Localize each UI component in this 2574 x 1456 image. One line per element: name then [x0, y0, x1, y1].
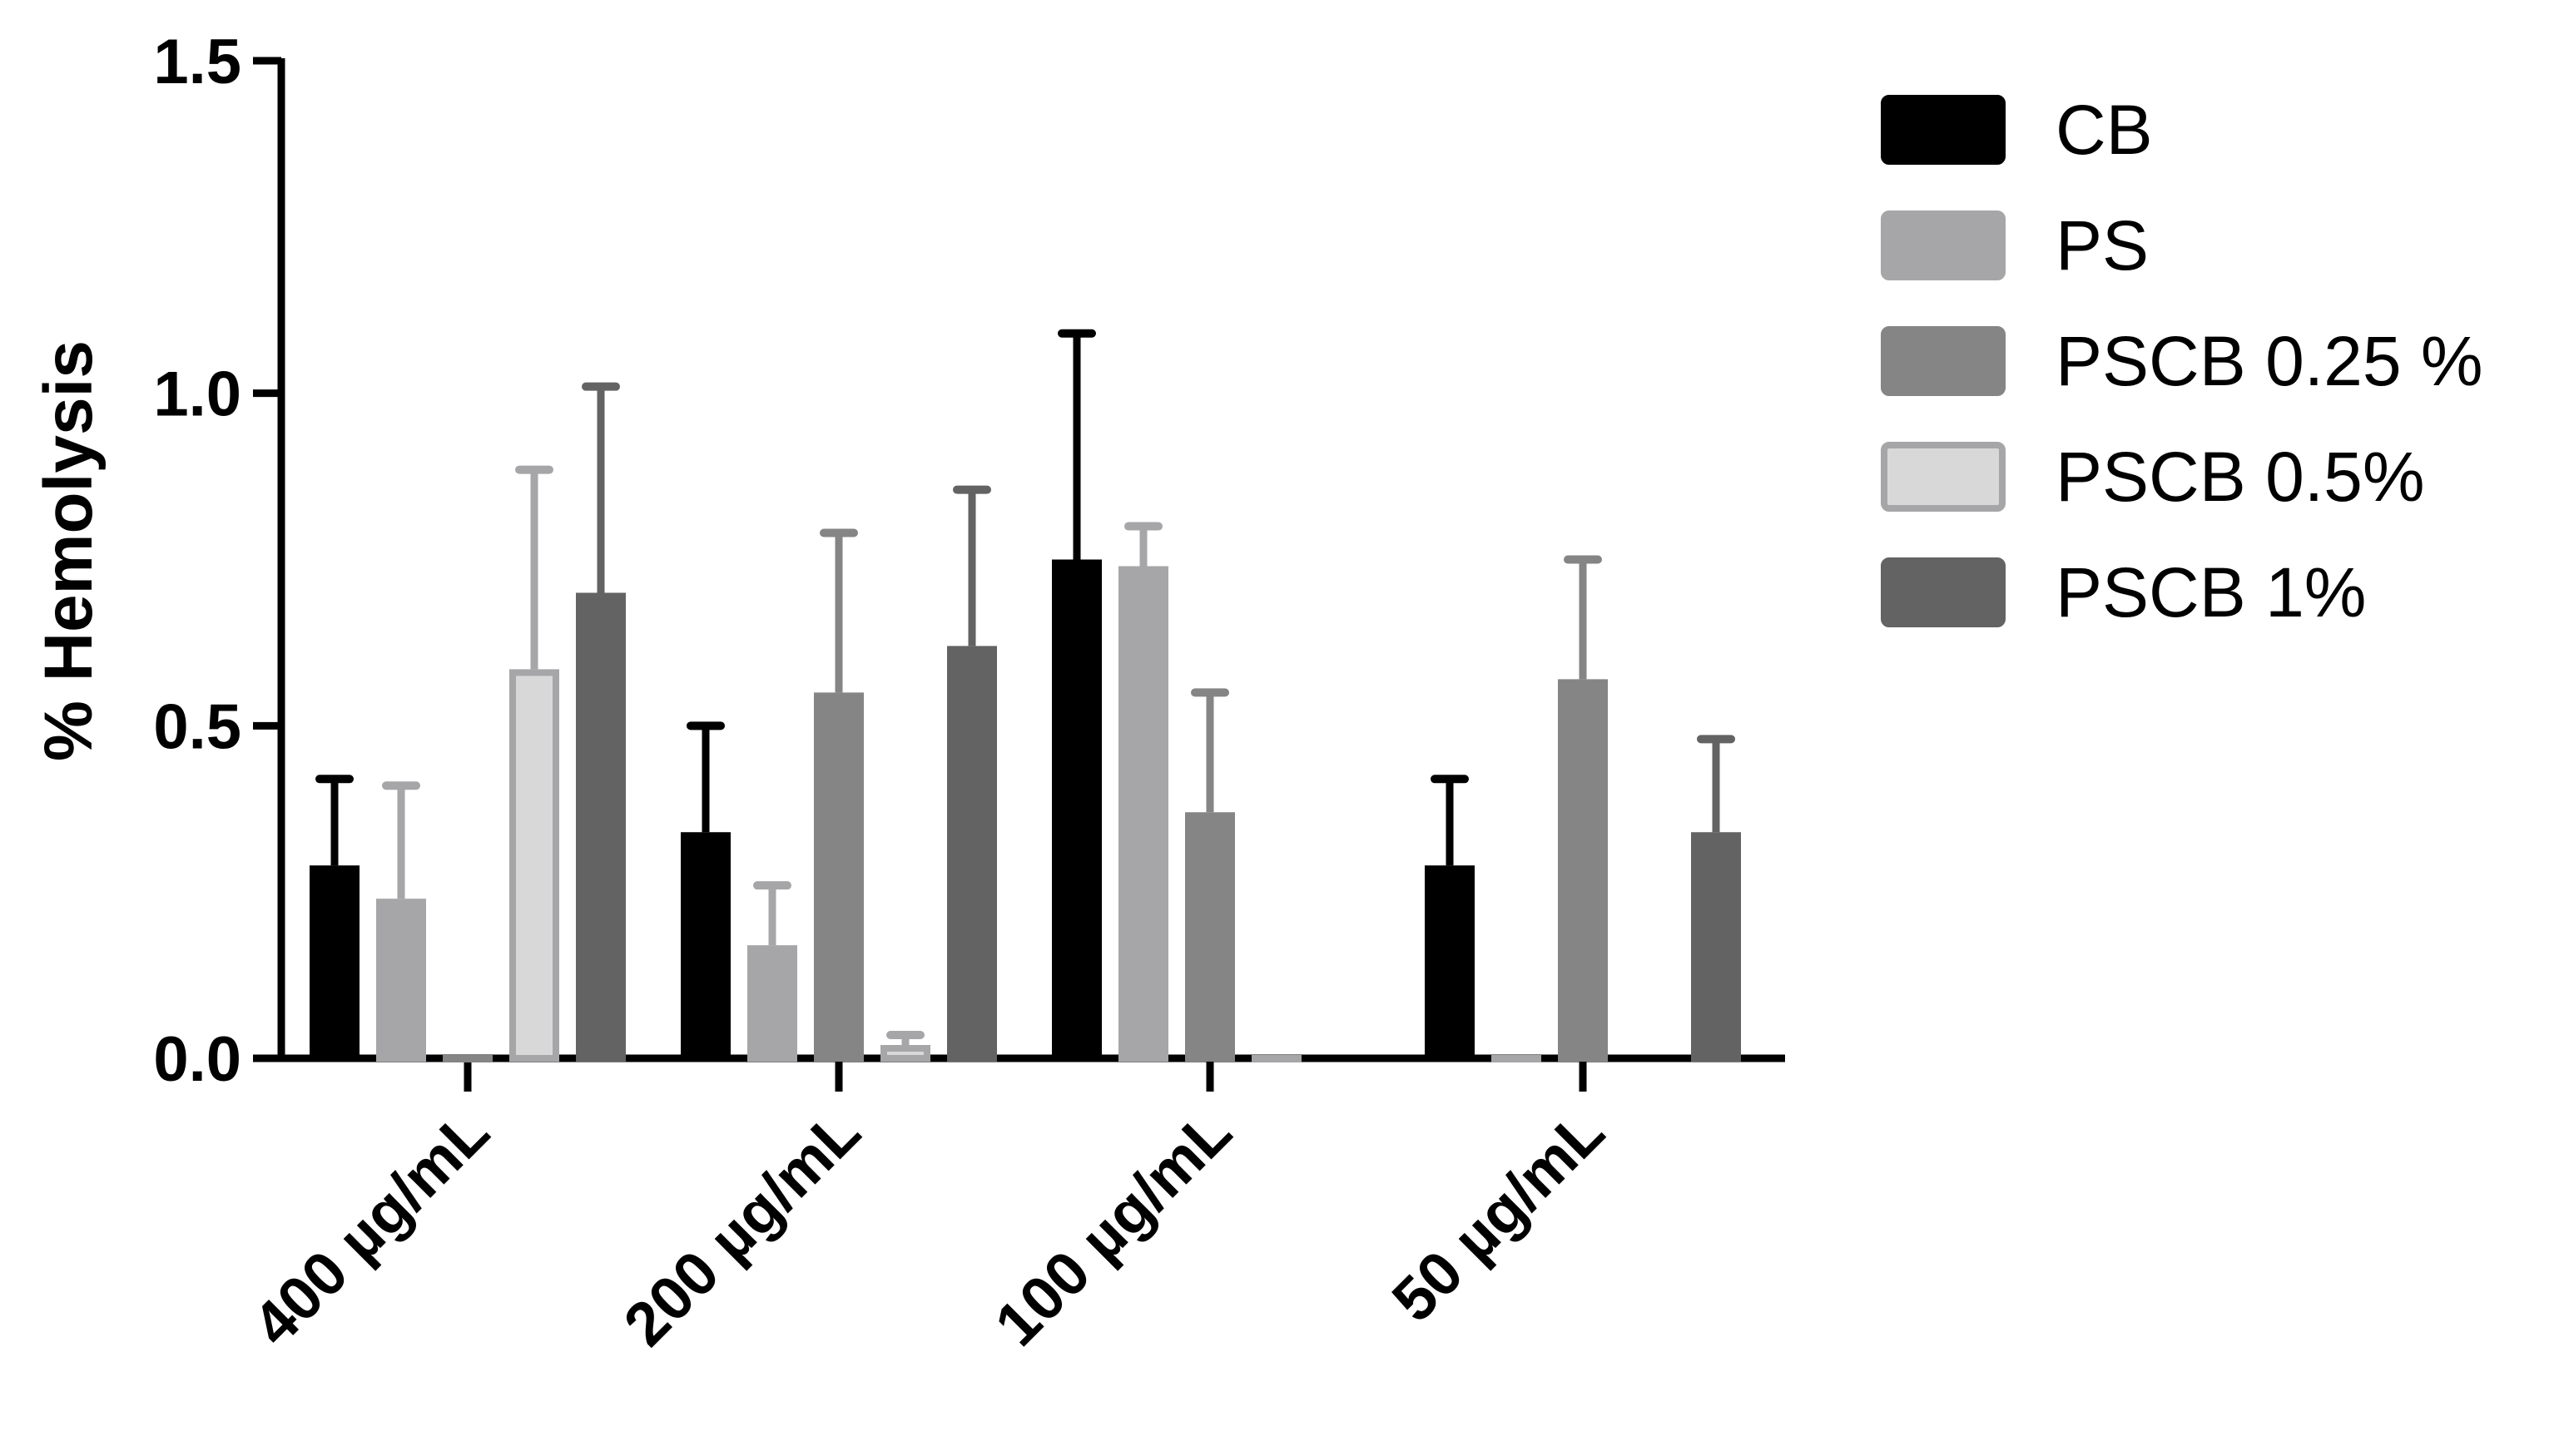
- legend-swatch: [1881, 326, 2006, 396]
- y-tick-label: 0.5: [153, 691, 241, 762]
- legend-label: PSCB 0.5%: [2056, 438, 2425, 516]
- y-tick-label: 1.5: [153, 27, 241, 97]
- y-tick-label: 0.0: [153, 1024, 241, 1095]
- bar: [747, 945, 797, 1062]
- x-category-label: 400 µg/mL: [240, 1097, 503, 1359]
- bar: [576, 592, 626, 1062]
- bar: [814, 692, 864, 1062]
- bar: [310, 865, 360, 1062]
- x-category-label: 50 µg/mL: [1379, 1097, 1618, 1335]
- bar: [1425, 865, 1475, 1062]
- legend-swatch: [1881, 557, 2006, 627]
- bar: [443, 1055, 493, 1062]
- y-tick-label: 1.0: [153, 359, 241, 430]
- y-axis-title: % Hemolysis: [31, 340, 107, 761]
- x-ticks: 400 µg/mL 200 µg/mL 100 µg/mL 50 µg/mL: [240, 1058, 1618, 1359]
- legend-label: PS: [2056, 206, 2149, 285]
- bar: [880, 1045, 930, 1062]
- legend-swatch: [1881, 442, 2006, 512]
- y-ticks: 0.0 0.5 1.0 1.5: [153, 27, 281, 1095]
- bars: [310, 559, 1741, 1062]
- legend-swatch: [1881, 95, 2006, 165]
- bar: [947, 646, 997, 1062]
- legend-label: PSCB 0.25 %: [2056, 322, 2483, 400]
- bar: [509, 669, 559, 1062]
- legend-swatch: [1881, 210, 2006, 280]
- legend-label: PSCB 1%: [2056, 553, 2367, 631]
- bar: [376, 899, 426, 1062]
- x-category-label: 200 µg/mL: [611, 1097, 874, 1359]
- bar: [1558, 679, 1608, 1062]
- bar: [1118, 566, 1168, 1062]
- bar: [1052, 559, 1102, 1062]
- x-category-label: 100 µg/mL: [982, 1097, 1245, 1359]
- bar: [681, 832, 731, 1062]
- legend-label: CB: [2056, 91, 2153, 169]
- bar: [1252, 1055, 1302, 1062]
- bar: [1185, 812, 1235, 1062]
- bar: [1691, 832, 1741, 1062]
- legend: CB PS PSCB 0.25 % PSCB 0.5% PSCB 1%: [1881, 91, 2483, 631]
- error-bars: [315, 329, 1735, 1046]
- bar: [1491, 1055, 1541, 1062]
